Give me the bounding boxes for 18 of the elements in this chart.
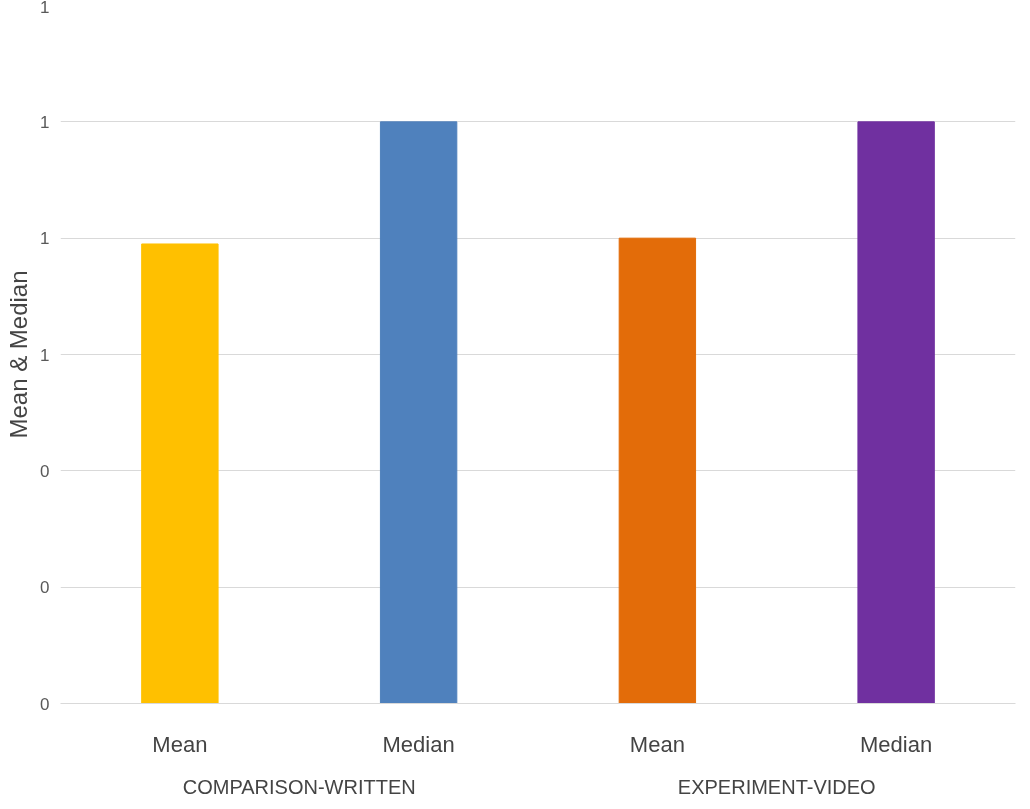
y-tick-label: 0: [40, 578, 50, 598]
x-tick-label: Mean: [629, 731, 685, 757]
bar: [618, 237, 697, 704]
bar: [379, 121, 458, 704]
y-tick-label: 1: [40, 345, 50, 365]
x-tick-label: Mean: [152, 731, 208, 757]
x-tick-label: Median: [382, 731, 455, 757]
y-tick-label: 1: [40, 229, 50, 249]
y-tick-label: 1: [40, 112, 50, 132]
bar: [141, 243, 219, 704]
x-tick-label: Median: [860, 731, 933, 757]
bar: [857, 121, 935, 704]
y-tick-label: 1: [40, 0, 50, 17]
text: EXPERIMENT-VIDEO: [677, 775, 876, 798]
y-axis-title: Mean & Median: [5, 270, 33, 439]
text: COMPARISON-WRITTEN: [182, 775, 416, 798]
y-tick-label: 0: [40, 694, 50, 714]
y-tick-label: 0: [40, 461, 50, 481]
